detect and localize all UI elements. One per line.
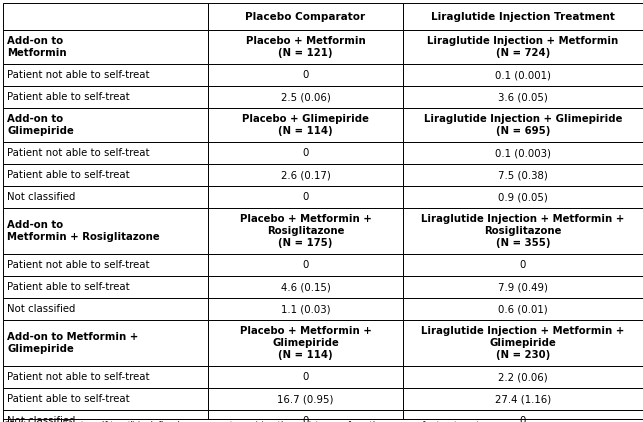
Text: 0: 0 <box>520 260 526 270</box>
Text: Patient not able to self-treat: Patient not able to self-treat <box>7 260 150 270</box>
Bar <box>3 30 208 64</box>
Text: Placebo + Metformin
(N = 121): Placebo + Metformin (N = 121) <box>246 36 365 58</box>
Text: 0.9 (0.05): 0.9 (0.05) <box>498 192 548 202</box>
Text: 2.6 (0.17): 2.6 (0.17) <box>280 170 331 180</box>
Text: 7.9 (0.49): 7.9 (0.49) <box>498 282 548 292</box>
Text: 0: 0 <box>302 70 309 80</box>
Bar <box>403 108 643 142</box>
Bar <box>3 298 208 320</box>
Text: 2.5 (0.06): 2.5 (0.06) <box>280 92 331 102</box>
Bar <box>3 388 208 410</box>
Text: Liraglutide Injection + Metformin
(N = 724): Liraglutide Injection + Metformin (N = 7… <box>428 36 619 58</box>
Bar <box>208 366 403 388</box>
Bar <box>3 208 208 254</box>
Text: Placebo + Metformin +
Rosiglitazone
(N = 175): Placebo + Metformin + Rosiglitazone (N =… <box>240 214 372 249</box>
Text: 0: 0 <box>302 148 309 158</box>
Bar <box>3 186 208 208</box>
Bar <box>208 142 403 164</box>
Text: 27.4 (1.16): 27.4 (1.16) <box>495 394 551 404</box>
Bar <box>208 164 403 186</box>
Bar <box>3 320 208 366</box>
Text: Patient not able to self-treat: Patient not able to self-treat <box>7 70 150 80</box>
Text: 0.6 (0.01): 0.6 (0.01) <box>498 304 548 314</box>
Bar <box>403 276 643 298</box>
Text: Add-on to
Metformin + Rosiglitazone: Add-on to Metformin + Rosiglitazone <box>7 220 159 242</box>
Text: 16.7 (0.95): 16.7 (0.95) <box>277 394 334 404</box>
Text: Liraglutide Injection + Glimepiride
(N = 695): Liraglutide Injection + Glimepiride (N =… <box>424 114 622 136</box>
Bar <box>208 64 403 86</box>
Text: Not classified: Not classified <box>7 304 75 314</box>
Bar <box>208 86 403 108</box>
Bar <box>208 388 403 410</box>
Bar <box>403 30 643 64</box>
Text: Liraglutide Injection + Metformin +
Glimepiride
(N = 230): Liraglutide Injection + Metformin + Glim… <box>421 326 625 360</box>
Bar <box>208 208 403 254</box>
Bar <box>3 142 208 164</box>
Bar <box>3 64 208 86</box>
Bar <box>208 410 403 422</box>
Text: 0: 0 <box>302 260 309 270</box>
Bar <box>403 142 643 164</box>
Bar <box>208 108 403 142</box>
Text: 0.1 (0.001): 0.1 (0.001) <box>495 70 551 80</box>
Bar <box>3 3 208 30</box>
Text: 2.2 (0.06): 2.2 (0.06) <box>498 372 548 382</box>
Text: Placebo + Glimepiride
(N = 114): Placebo + Glimepiride (N = 114) <box>242 114 369 136</box>
Bar <box>208 186 403 208</box>
Bar <box>3 410 208 422</box>
Bar <box>403 64 643 86</box>
Text: Patient able to self-treat: Patient able to self-treat <box>7 282 130 292</box>
Bar <box>403 410 643 422</box>
Text: Placebo Comparator: Placebo Comparator <box>246 11 366 22</box>
Text: Add-on to
Glimepiride: Add-on to Glimepiride <box>7 114 74 136</box>
Bar <box>403 86 643 108</box>
Text: Liraglutide Injection + Metformin +
Rosiglitazone
(N = 355): Liraglutide Injection + Metformin + Rosi… <box>421 214 625 249</box>
Text: Liraglutide Injection Treatment: Liraglutide Injection Treatment <box>431 11 615 22</box>
Text: 0.1 (0.003): 0.1 (0.003) <box>495 148 551 158</box>
Bar <box>403 298 643 320</box>
Text: 0: 0 <box>302 416 309 422</box>
Text: 0: 0 <box>302 372 309 382</box>
Text: 3.6 (0.05): 3.6 (0.05) <box>498 92 548 102</box>
Text: Patient able to self-treat: Patient able to self-treat <box>7 92 130 102</box>
Bar <box>208 3 403 30</box>
Bar <box>403 388 643 410</box>
Text: 1.1 (0.03): 1.1 (0.03) <box>281 304 331 314</box>
Bar <box>3 108 208 142</box>
Text: Placebo + Metformin +
Glimepiride
(N = 114): Placebo + Metformin + Glimepiride (N = 1… <box>240 326 372 360</box>
Text: Patient not able to self-treat: Patient not able to self-treat <box>7 372 150 382</box>
Bar <box>403 208 643 254</box>
Bar <box>3 164 208 186</box>
Text: Patient able to self-treat: Patient able to self-treat <box>7 394 130 404</box>
Bar <box>3 254 208 276</box>
Bar <box>208 30 403 64</box>
Text: 0: 0 <box>302 192 309 202</box>
Text: 0: 0 <box>520 416 526 422</box>
Bar <box>403 366 643 388</box>
Bar <box>208 298 403 320</box>
Text: 4.6 (0.15): 4.6 (0.15) <box>280 282 331 292</box>
Bar <box>3 86 208 108</box>
Text: 7.5 (0.38): 7.5 (0.38) <box>498 170 548 180</box>
Text: Add-on to
Metformin: Add-on to Metformin <box>7 36 67 58</box>
Text: Patient not able to self-treat: Patient not able to self-treat <box>7 148 150 158</box>
Bar <box>403 186 643 208</box>
Bar <box>3 276 208 298</box>
Text: Not classified: Not classified <box>7 192 75 202</box>
Bar <box>3 366 208 388</box>
Bar <box>403 254 643 276</box>
Bar <box>403 3 643 30</box>
Text: Not classified: Not classified <box>7 416 75 422</box>
Bar <box>208 276 403 298</box>
Text: Add-on to Metformin +
Glimepiride: Add-on to Metformin + Glimepiride <box>7 332 138 354</box>
Bar <box>403 320 643 366</box>
Bar <box>208 320 403 366</box>
Bar <box>3 419 643 422</box>
Bar <box>403 164 643 186</box>
Text: Patient able to self-treat: Patient able to self-treat <box>7 170 130 180</box>
Bar <box>208 254 403 276</box>
